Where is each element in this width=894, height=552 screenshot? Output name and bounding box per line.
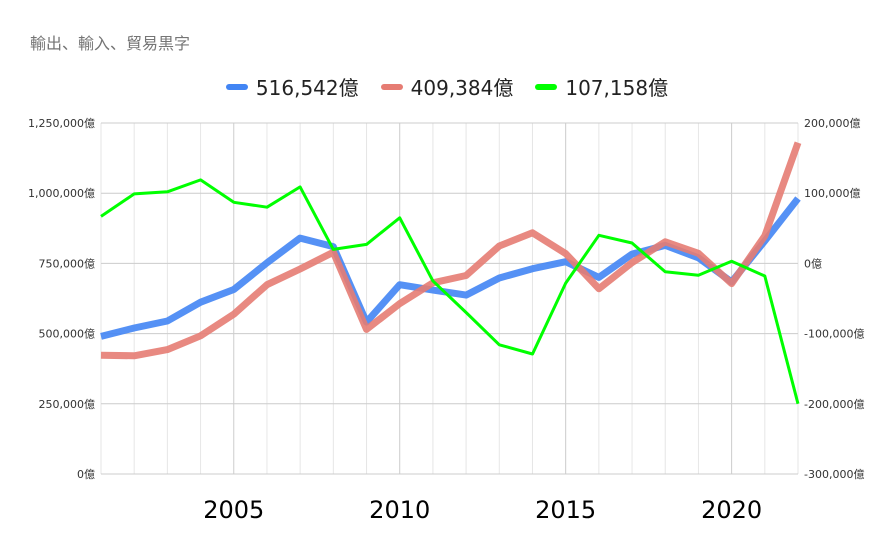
x-tick-label: 2020 <box>701 496 762 524</box>
legend-label: 409,384億 <box>410 76 514 100</box>
y-left-tick-label: 0億 <box>77 468 95 481</box>
y-left-tick-label: 250,000億 <box>39 398 96 411</box>
y-right-tick-label: 200,000億 <box>804 117 861 130</box>
x-tick-label: 2010 <box>369 496 430 524</box>
legend-swatch <box>225 83 248 90</box>
legend-item: 516,542億 <box>225 72 359 101</box>
series-line-2 <box>100 141 802 360</box>
x-tick-label: 2015 <box>535 496 596 524</box>
legend: 516,542億 409,384億 107,158億 <box>0 72 894 101</box>
series-line-3 <box>100 178 800 405</box>
legend-item: 107,158億 <box>535 72 668 101</box>
legend-label: 107,158億 <box>565 76 669 100</box>
y-right-tick-label: -100,000億 <box>804 328 864 341</box>
legend-item: 409,384億 <box>380 72 514 101</box>
y-left-tick-label: 1,000,000億 <box>28 187 95 200</box>
chart-title: 輸出、輸入、貿易黒字 <box>30 34 191 53</box>
y-right-tick-label: 0億 <box>804 257 822 270</box>
y-right-tick-label: 100,000億 <box>804 187 861 200</box>
series-line-1 <box>100 196 801 340</box>
x-tick-label: 2005 <box>203 496 264 524</box>
y-right-tick-label: -300,000億 <box>804 468 864 481</box>
y-left-tick-label: 500,000億 <box>39 328 96 341</box>
y-right-tick-label: -200,000億 <box>804 398 864 411</box>
legend-swatch <box>380 83 403 90</box>
y-left-tick-label: 1,250,000億 <box>28 117 95 130</box>
y-left-tick-label: 750,000億 <box>39 257 96 270</box>
legend-label: 516,542億 <box>255 76 359 100</box>
legend-swatch <box>535 83 558 90</box>
